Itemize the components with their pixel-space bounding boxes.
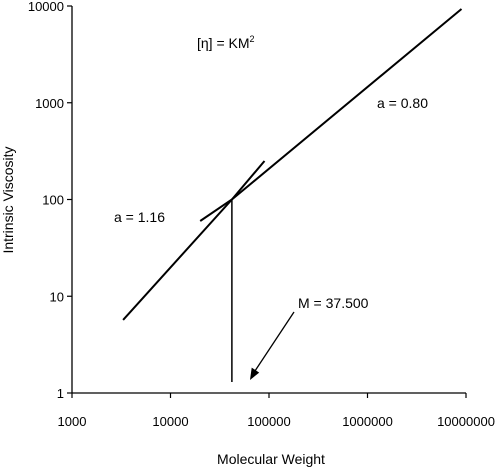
arrow-shaft — [252, 311, 295, 375]
x-tick-label: 10000000 — [437, 414, 495, 429]
y-tick-label: 10000 — [28, 0, 64, 14]
y-tick-label: 1000 — [35, 96, 64, 111]
x-tick-label: 1000000 — [342, 414, 393, 429]
equation-exponent: 2 — [250, 34, 255, 44]
slope-high-label: a = 0.80 — [377, 95, 428, 111]
x-tick-label: 10000 — [152, 414, 188, 429]
x-tick-label: 1000 — [58, 414, 87, 429]
series-line-1 — [122, 160, 266, 321]
y-tick-label: 10 — [50, 289, 64, 304]
slope-low-label: a = 1.16 — [114, 209, 165, 225]
y-axis-title: Intrinsic Viscosity — [0, 146, 16, 253]
equation-prefix: [η] = KM — [197, 35, 250, 51]
y-tick-label: 100 — [42, 193, 64, 208]
x-tick-label: 100000 — [247, 414, 290, 429]
x-axis-title: Molecular Weight — [217, 451, 325, 467]
arrow-head — [250, 367, 260, 380]
arrow-label: M = 37.500 — [298, 295, 369, 311]
equation-label: [η] = KM2 — [197, 34, 255, 51]
y-tick-label: 1 — [57, 386, 64, 401]
